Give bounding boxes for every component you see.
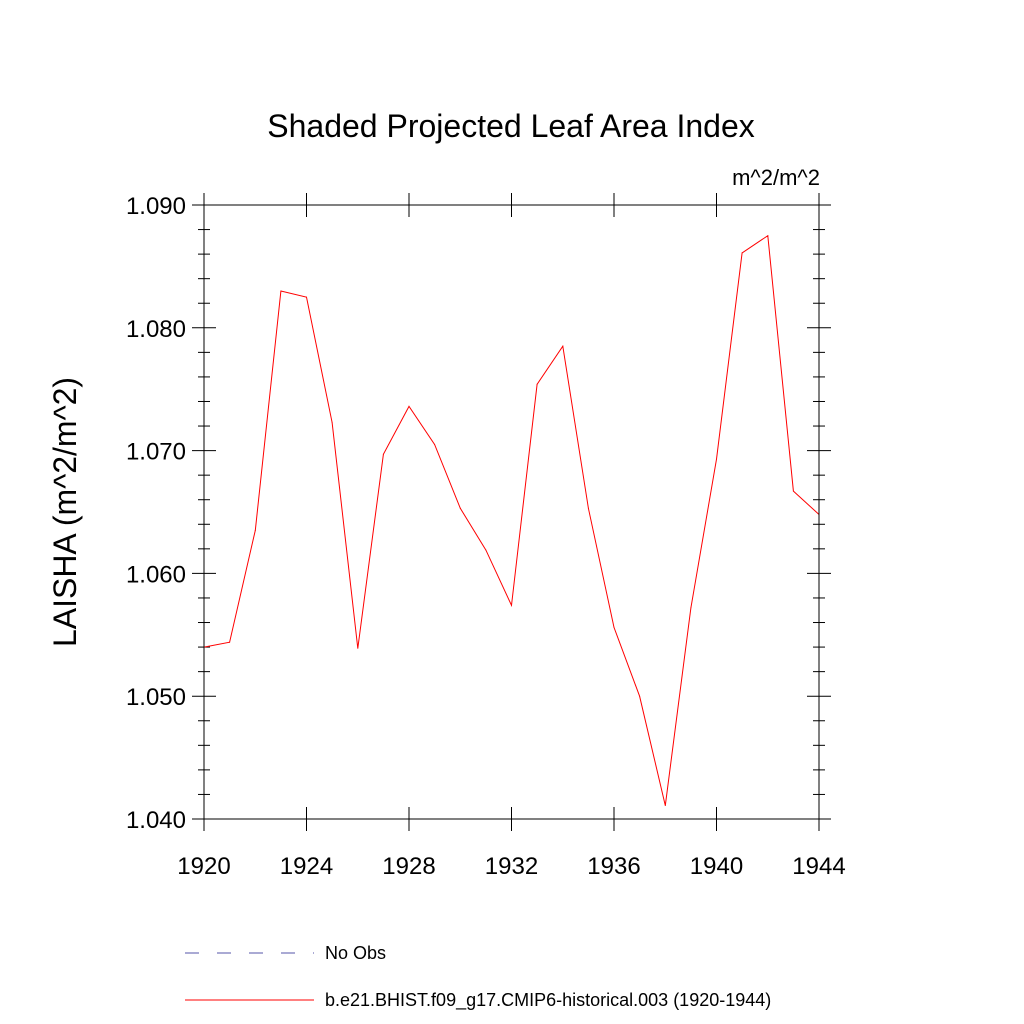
units-label: m^2/m^2 xyxy=(732,165,820,190)
legend-label: No Obs xyxy=(325,943,386,963)
legend-label: b.e21.BHIST.f09_g17.CMIP6-historical.003… xyxy=(325,990,771,1011)
x-tick-label: 1928 xyxy=(382,853,435,880)
y-tick-label: 1.040 xyxy=(126,807,186,834)
data-point xyxy=(306,296,307,298)
data-point xyxy=(511,604,512,606)
x-tick-label: 1932 xyxy=(485,853,538,880)
data-point xyxy=(357,647,359,649)
y-tick-label: 1.090 xyxy=(126,193,186,220)
x-tick-label: 1924 xyxy=(280,853,333,880)
data-point xyxy=(690,607,692,609)
data-point xyxy=(536,383,538,385)
data-point xyxy=(792,490,794,492)
chart-title: Shaded Projected Leaf Area Index xyxy=(267,108,754,144)
data-point xyxy=(716,458,717,460)
x-tick-label: 1936 xyxy=(587,853,640,880)
x-tick-label: 1940 xyxy=(690,853,743,880)
data-point xyxy=(741,252,743,254)
x-tick-label: 1920 xyxy=(177,853,230,880)
data-point xyxy=(485,549,487,551)
plot-frame xyxy=(203,204,820,820)
data-point xyxy=(587,507,589,509)
y-tick-label: 1.080 xyxy=(126,316,186,343)
axis-tick-labels: 1.040 1.050 1.060 1.070 1.080 1.090 1920 1924 19… xyxy=(126,193,846,880)
series-line xyxy=(203,234,820,806)
x-tick-label: 1944 xyxy=(792,853,845,880)
series-lines xyxy=(203,234,820,806)
data-point xyxy=(382,453,384,455)
y-axis-label: LAISHA (m^2/m^2) xyxy=(47,377,83,647)
data-point xyxy=(664,805,666,806)
data-point xyxy=(613,626,615,628)
data-point xyxy=(562,345,564,347)
data-point xyxy=(254,529,256,531)
axis-ticks xyxy=(192,193,831,831)
data-point xyxy=(408,405,410,407)
data-point xyxy=(331,421,333,423)
data-point xyxy=(459,507,461,509)
data-point xyxy=(229,641,231,643)
data-point xyxy=(767,235,769,237)
y-tick-label: 1.050 xyxy=(126,684,186,711)
y-tick-label: 1.070 xyxy=(126,439,186,466)
data-point xyxy=(280,290,282,292)
data-point xyxy=(639,695,641,697)
data-point xyxy=(434,444,436,445)
y-tick-label: 1.060 xyxy=(126,561,186,588)
legend: No Obs b.e21.BHIST.f09_g17.CMIP6-historic… xyxy=(185,943,771,1011)
